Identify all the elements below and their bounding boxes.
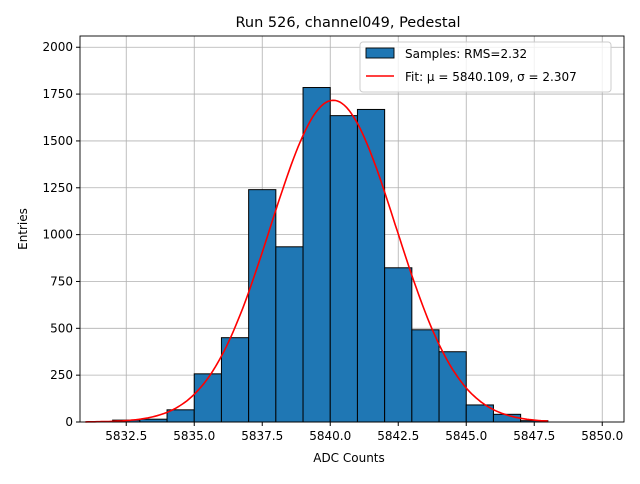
histogram-bar — [166, 409, 195, 423]
histogram-bar — [302, 87, 331, 423]
histogram-bar — [220, 337, 250, 423]
histogram-bar — [438, 351, 467, 423]
legend: Samples: RMS=2.32 Fit: μ = 5840.109, σ =… — [359, 41, 612, 93]
y-tick-label: 1250 — [42, 181, 73, 195]
histogram-bar — [193, 373, 222, 423]
x-axis-label: ADC Counts — [313, 451, 385, 465]
y-tick-label: 1500 — [42, 134, 73, 148]
y-tick-label: 250 — [50, 368, 73, 382]
y-tick-label: 500 — [50, 321, 73, 335]
y-tick-label: 1000 — [42, 228, 73, 242]
legend-samples-label: Samples: RMS=2.32 — [405, 47, 527, 61]
y-tick-label: 2000 — [42, 40, 73, 54]
fit-curve — [85, 99, 548, 423]
chart-title: Run 526, channel049, Pedestal — [235, 15, 460, 31]
x-tick-label: 5840.0 — [309, 429, 351, 443]
x-tick-label: 5845.0 — [445, 429, 487, 443]
y-tick-label: 750 — [50, 274, 73, 288]
x-tick-label: 5847.5 — [513, 429, 555, 443]
x-tick-label: 5835.0 — [173, 429, 215, 443]
y-axis-label: Entries — [16, 208, 30, 250]
histogram-bar — [384, 267, 413, 423]
plot-frame — [79, 35, 625, 423]
x-tick-label: 5832.5 — [105, 429, 147, 443]
y-tick-label: 0 — [65, 415, 73, 429]
x-tick-label: 5850.0 — [581, 429, 623, 443]
histogram-bar — [356, 108, 386, 423]
histogram-bar — [275, 246, 304, 423]
histogram-bar — [411, 329, 440, 423]
x-tick-label: 5842.5 — [377, 429, 419, 443]
legend-bar-swatch — [365, 47, 395, 59]
legend-fit-label: Fit: μ = 5840.109, σ = 2.307 — [405, 70, 577, 84]
y-tick-label: 1750 — [42, 87, 73, 101]
histogram-bar — [329, 115, 358, 423]
x-tick-label: 5837.5 — [241, 429, 283, 443]
